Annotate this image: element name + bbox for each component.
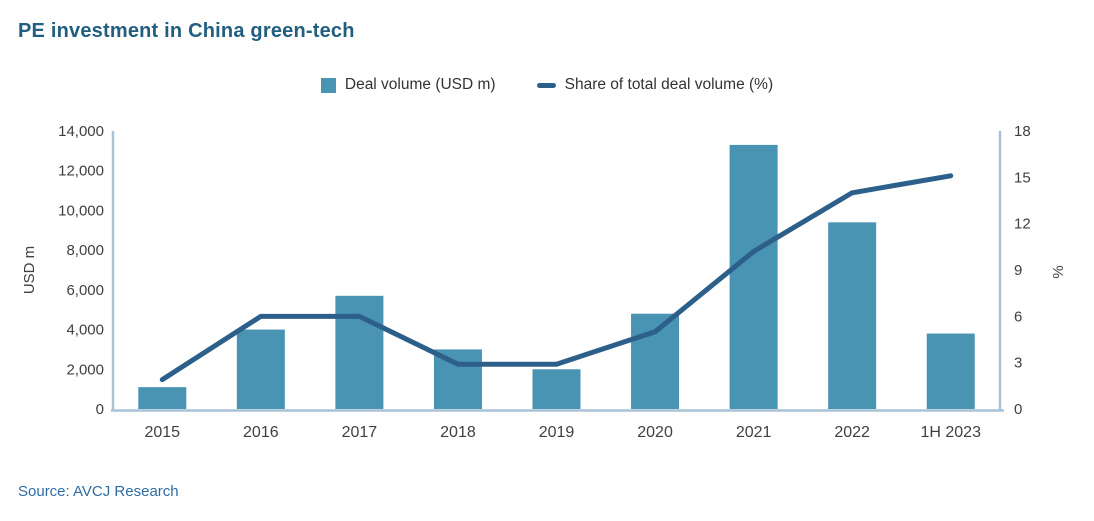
x-tick-label: 2020 [637, 424, 673, 441]
x-tick-label: 2021 [736, 424, 772, 441]
x-tick-label: 2016 [243, 424, 279, 441]
deal-volume-swatch-icon [320, 77, 336, 93]
left-tick-label: 6,000 [66, 282, 104, 299]
right-axis-title: % [1050, 265, 1067, 278]
x-tick-label: 2017 [342, 424, 378, 441]
legend: Deal volume (USD m) Share of total deal … [0, 76, 1094, 94]
left-tick-label: 10,000 [58, 202, 104, 219]
right-tick-label: 15 [1014, 169, 1031, 186]
bar-2022 [828, 222, 877, 409]
share-line-swatch-icon [536, 82, 556, 88]
source-note: Source: AVCJ Research [18, 483, 179, 500]
bar-2016 [236, 329, 285, 409]
page-title: PE investment in China green-tech [18, 20, 355, 42]
bar-2020 [631, 313, 680, 409]
x-tick-label: 2018 [440, 424, 476, 441]
right-tick-label: 6 [1014, 308, 1022, 325]
right-tick-label: 9 [1014, 262, 1022, 279]
left-tick-label: 12,000 [58, 163, 104, 180]
left-tick-label: 4,000 [66, 322, 104, 339]
left-tick-label: 8,000 [66, 242, 104, 259]
left-tick-label: 14,000 [58, 123, 104, 140]
legend-label-deal-volume: Deal volume (USD m) [344, 76, 496, 93]
right-tick-label: 3 [1014, 355, 1022, 372]
left-axis-title: USD m [21, 246, 38, 294]
left-tick-label: 0 [96, 401, 104, 418]
left-tick-label: 2,000 [66, 361, 104, 378]
x-tick-label: 2015 [144, 424, 180, 441]
legend-item-share: Share of total deal volume (%) [536, 76, 774, 94]
right-tick-label: 18 [1014, 123, 1031, 140]
legend-item-deal-volume: Deal volume (USD m) [320, 76, 496, 94]
x-tick-label: 1H 2023 [920, 424, 981, 441]
legend-label-share: Share of total deal volume (%) [564, 76, 774, 93]
right-tick-label: 12 [1014, 216, 1031, 233]
bar-2021 [729, 144, 778, 409]
bar-2018 [433, 349, 482, 409]
share-line [159, 173, 954, 383]
bar-2019 [532, 369, 581, 409]
x-tick-label: 2022 [834, 424, 870, 441]
bar-2015 [138, 387, 187, 409]
x-tick-label: 2019 [539, 424, 575, 441]
bar-2017 [335, 295, 384, 409]
bar-1h-2023 [926, 333, 975, 409]
right-tick-label: 0 [1014, 401, 1022, 418]
